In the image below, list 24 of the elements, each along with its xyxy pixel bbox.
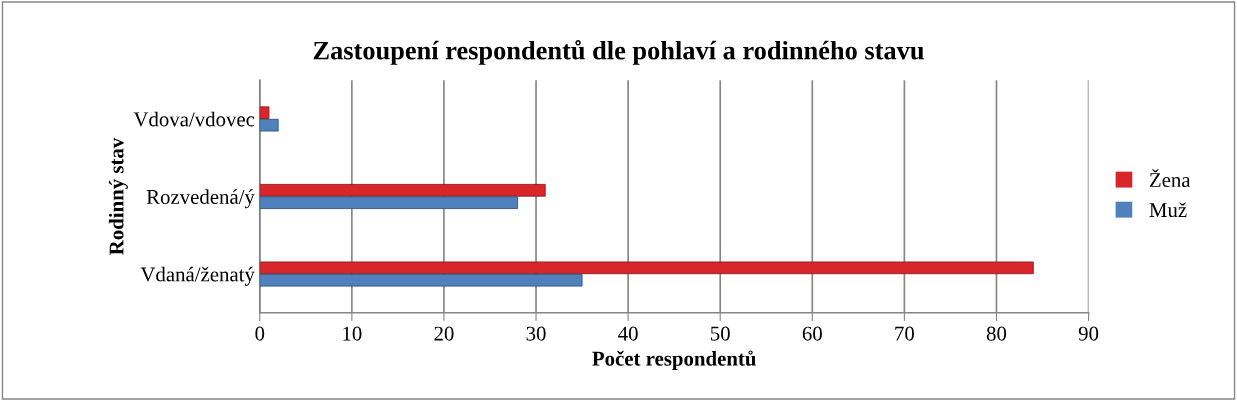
legend-label: Žena [1149, 169, 1191, 188]
x-tick-label: 60 [802, 326, 822, 341]
legend-label: Muž [1149, 202, 1187, 218]
y-tick-label: Rozvedená/ý [146, 189, 255, 209]
x-tick-label: 30 [526, 326, 546, 341]
y-axis-title: Rodinný stav [108, 137, 128, 255]
x-axis-title: Počet respondentů [592, 350, 756, 370]
x-tick-label: 0 [255, 326, 265, 341]
x-tick-label: 50 [711, 326, 730, 341]
chart-title: Zastoupení respondentů dle pohlaví a rodinného stavu [313, 40, 924, 65]
bar [259, 106, 270, 120]
bar [259, 261, 1034, 275]
bar [259, 183, 546, 197]
x-tick-label: 20 [434, 326, 454, 341]
x-tick-label: 40 [618, 326, 638, 341]
bar [259, 118, 279, 132]
y-tick-label: Vdaná/ženatý [140, 266, 255, 286]
x-tick-label: 80 [986, 326, 1007, 341]
y-tick-label: Vdova/vdovec [133, 111, 255, 127]
x-tick-label: 70 [895, 326, 915, 341]
bar [259, 196, 519, 209]
bar [259, 273, 583, 287]
x-tick-label: 90 [1078, 326, 1099, 341]
x-tick-label: 10 [343, 326, 362, 341]
